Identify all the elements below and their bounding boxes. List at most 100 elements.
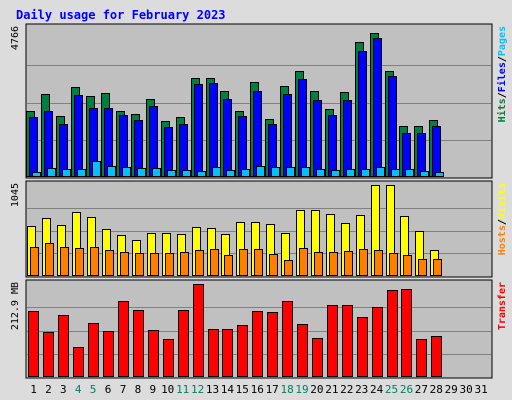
bar-hosts-day-9: [150, 253, 159, 276]
bar-files-day-28: [432, 126, 441, 177]
bar-files-day-21: [328, 115, 337, 177]
bar-hosts-day-8: [135, 253, 144, 276]
bar-files-day-19: [298, 79, 307, 177]
bar-files-day-18: [283, 94, 292, 177]
legend-part: Visits: [496, 183, 508, 219]
panel-visits-hosts: 1045 Hosts/Visits: [10, 180, 508, 278]
bar-transfer-day-21: [327, 305, 338, 377]
bar-transfer-day-1: [28, 311, 39, 377]
day-label-23: 23: [355, 383, 368, 396]
day-label-18: 18: [280, 383, 293, 396]
bar-transfer-day-9: [148, 330, 159, 377]
day-label-28: 28: [430, 383, 443, 396]
day-label-20: 20: [310, 383, 323, 396]
day-label-8: 8: [135, 383, 142, 396]
bar-files-day-1: [29, 117, 38, 177]
bar-hosts-day-2: [45, 243, 54, 276]
legend-part: Hosts: [497, 225, 508, 255]
bar-pages-day-11: [182, 170, 191, 177]
bar-transfer-day-15: [237, 325, 248, 377]
bar-files-day-12: [194, 84, 203, 177]
day-label-12: 12: [191, 383, 204, 396]
series-legend-label: Hits/Files/Pages: [496, 26, 508, 122]
bar-pages-day-20: [316, 169, 325, 177]
day-label-15: 15: [236, 383, 249, 396]
bar-transfer-day-23: [357, 317, 368, 377]
bar-transfer-day-18: [282, 301, 293, 377]
day-label-21: 21: [325, 383, 338, 396]
bar-hosts-day-23: [359, 249, 368, 276]
bar-hosts-day-25: [389, 253, 398, 276]
bar-hosts-day-4: [75, 248, 84, 276]
bar-transfer-day-24: [372, 307, 383, 377]
bar-hosts-day-24: [374, 250, 383, 276]
series-legend-label: Hosts/Visits: [496, 183, 508, 255]
day-label-22: 22: [340, 383, 353, 396]
bar-pages-day-3: [62, 169, 71, 177]
bar-transfer-day-5: [88, 323, 99, 377]
bar-pages-day-7: [122, 167, 131, 177]
bar-transfer-day-19: [297, 324, 308, 377]
day-label-14: 14: [221, 383, 235, 396]
bar-transfer-day-20: [312, 338, 323, 377]
day-label-1: 1: [30, 383, 37, 396]
bar-hosts-day-28: [433, 259, 442, 276]
bar-pages-day-2: [47, 168, 56, 177]
bar-files-day-14: [223, 99, 232, 177]
day-label-7: 7: [120, 383, 127, 396]
bar-files-day-20: [313, 100, 322, 177]
bar-hosts-day-12: [195, 250, 204, 276]
bar-pages-day-8: [137, 168, 146, 177]
bar-transfer-day-14: [222, 329, 233, 377]
bar-hosts-day-16: [254, 249, 263, 276]
panel-transfer: 212.9 MB Transfer: [10, 279, 508, 379]
bar-pages-day-21: [331, 170, 340, 177]
day-label-6: 6: [105, 383, 112, 396]
bar-transfer-day-7: [118, 301, 129, 377]
bar-transfer-day-28: [431, 336, 442, 377]
bar-hosts-day-15: [239, 249, 248, 276]
bar-hosts-day-10: [165, 253, 174, 276]
bar-transfer-day-16: [252, 311, 263, 377]
bar-hosts-day-21: [329, 252, 338, 276]
bar-pages-day-26: [405, 169, 414, 177]
y-max-label: 1045: [10, 183, 21, 207]
bar-pages-day-9: [152, 168, 161, 177]
bar-hosts-day-5: [90, 247, 99, 276]
legend-part: Files: [496, 62, 508, 92]
bar-files-day-27: [417, 133, 426, 177]
bar-files-day-4: [74, 95, 83, 177]
bar-pages-day-6: [107, 166, 116, 177]
bar-transfer-day-11: [178, 310, 189, 377]
bar-pages-day-15: [241, 169, 250, 177]
bar-pages-day-5: [92, 161, 101, 177]
day-label-9: 9: [149, 383, 156, 396]
legend-part: /: [497, 219, 508, 225]
day-label-10: 10: [161, 383, 174, 396]
day-label-5: 5: [90, 383, 97, 396]
chart-title: Daily usage for February 2023: [16, 8, 226, 22]
bar-hosts-day-7: [120, 252, 129, 276]
series-legend-label: Transfer: [497, 282, 508, 330]
y-max-label: 212.9 MB: [10, 282, 21, 330]
bar-pages-day-28: [435, 172, 444, 177]
bar-transfer-day-12: [193, 284, 204, 377]
bar-hosts-day-1: [30, 247, 39, 276]
bar-pages-day-22: [346, 169, 355, 177]
bar-pages-day-1: [32, 172, 41, 177]
bar-hosts-day-20: [314, 252, 323, 276]
bar-transfer-day-4: [73, 347, 84, 377]
bar-files-day-9: [149, 106, 158, 177]
bar-pages-day-14: [226, 170, 235, 177]
bar-pages-day-10: [167, 170, 176, 177]
day-label-3: 3: [60, 383, 67, 396]
day-label-16: 16: [251, 383, 264, 396]
bar-transfer-day-17: [267, 312, 278, 377]
bar-pages-day-17: [271, 167, 280, 177]
legend-part: Transfer: [497, 282, 508, 330]
legend-part: Pages: [497, 26, 508, 56]
bar-pages-day-16: [256, 166, 265, 177]
